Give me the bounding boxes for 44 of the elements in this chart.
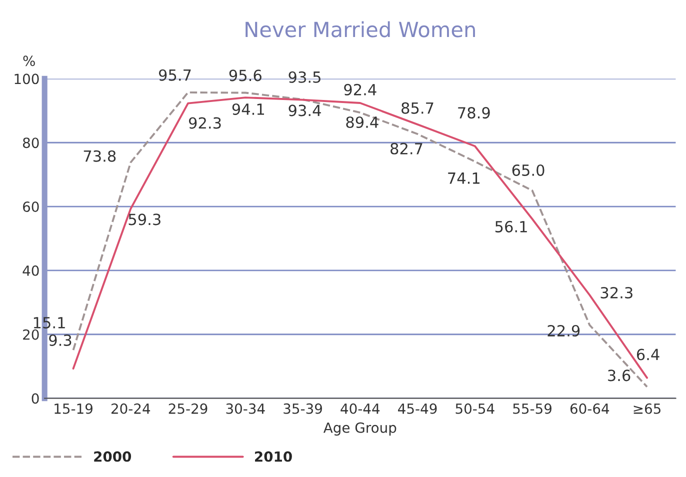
x-axis-title: Age Group: [323, 422, 396, 436]
data-label: 93.5: [288, 71, 320, 83]
data-label: 73.8: [84, 150, 116, 162]
y-tick-label: 60: [23, 202, 39, 212]
x-tick-label: 25-29: [168, 403, 208, 414]
x-tick-label: 50-54: [456, 403, 494, 414]
data-label: 3.6: [608, 370, 630, 382]
x-tick-label: 45-49: [398, 403, 437, 414]
data-label: 93.4: [288, 104, 321, 116]
data-label: 74.1: [448, 172, 480, 184]
data-label: 22.9: [548, 324, 580, 337]
y-tick-label: 0: [32, 393, 39, 404]
y-tick-label: 20: [23, 329, 39, 340]
data-label: 15.1: [34, 317, 65, 328]
x-tick-label: 55-59: [513, 403, 552, 414]
chart-title: Never Married Women: [246, 21, 475, 38]
data-label: 95.7: [158, 69, 191, 81]
data-label: 92.4: [344, 84, 376, 96]
data-label: 56.1: [495, 220, 527, 232]
x-tick-label: 40-44: [340, 403, 380, 414]
y-axis-title: %: [23, 56, 35, 66]
y-tick-label: 40: [22, 265, 39, 276]
y-tick-label: 80: [22, 138, 39, 148]
data-label: 89.4: [346, 116, 378, 128]
legend-label: 2010: [255, 451, 292, 462]
data-label: 32.3: [600, 286, 632, 298]
legend-label: 2000: [94, 451, 132, 462]
data-label: 6.4: [636, 348, 660, 360]
x-tick-label: 15-19: [54, 403, 92, 414]
y-tick-label: 100: [14, 74, 39, 84]
data-label: 59.3: [128, 214, 160, 226]
x-tick-label: 30-34: [226, 403, 265, 414]
data-label: 9.3: [49, 334, 72, 346]
data-label: 85.7: [402, 102, 434, 114]
data-label: 94.1: [232, 103, 264, 115]
data-label: 92.3: [188, 117, 221, 129]
data-label: 78.9: [458, 107, 490, 119]
data-label: 65.0: [512, 164, 544, 176]
x-tick-label: 20-24: [111, 403, 150, 414]
data-label: 82.7: [390, 142, 422, 154]
x-tick-label: 60-64: [570, 403, 610, 414]
data-label: 95.6: [229, 70, 262, 82]
x-tick-label: ≥65: [634, 403, 660, 414]
x-tick-label: 35-39: [284, 403, 322, 414]
